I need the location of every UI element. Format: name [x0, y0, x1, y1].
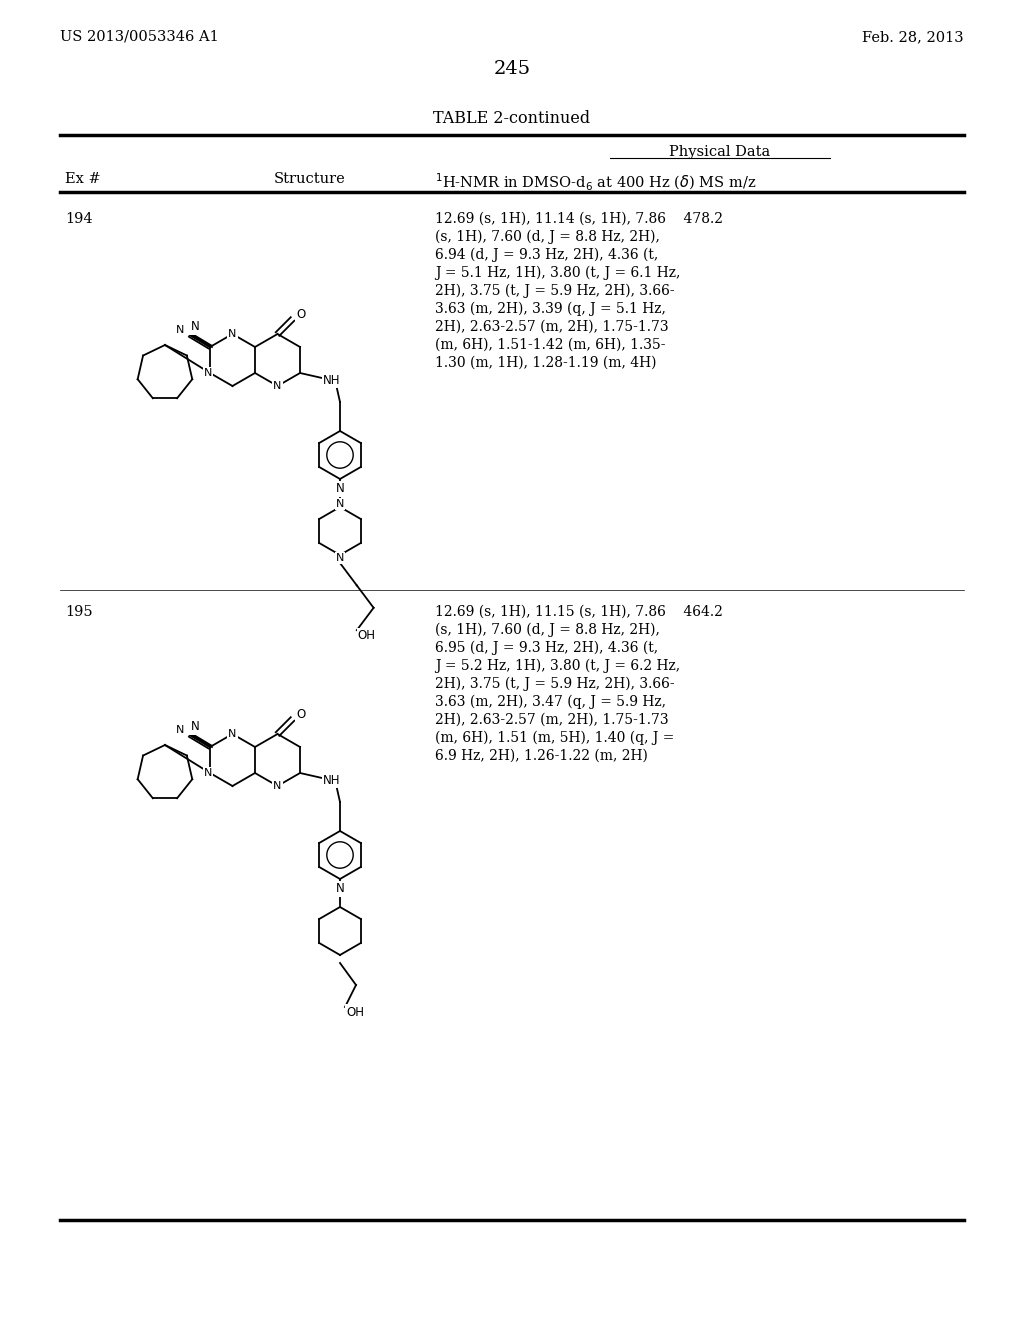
Text: N: N: [336, 553, 344, 564]
Text: 2H), 2.63-2.57 (m, 2H), 1.75-1.73: 2H), 2.63-2.57 (m, 2H), 1.75-1.73: [435, 713, 669, 727]
Text: N: N: [204, 368, 212, 378]
Text: TABLE 2-continued: TABLE 2-continued: [433, 110, 591, 127]
Text: NH: NH: [324, 774, 341, 787]
Text: (m, 6H), 1.51 (m, 5H), 1.40 (q, J =: (m, 6H), 1.51 (m, 5H), 1.40 (q, J =: [435, 731, 675, 746]
Text: O: O: [296, 708, 305, 721]
Text: N: N: [190, 321, 200, 334]
Text: 3.63 (m, 2H), 3.39 (q, J = 5.1 Hz,: 3.63 (m, 2H), 3.39 (q, J = 5.1 Hz,: [435, 302, 666, 317]
Text: 3.63 (m, 2H), 3.47 (q, J = 5.9 Hz,: 3.63 (m, 2H), 3.47 (q, J = 5.9 Hz,: [435, 696, 666, 709]
Text: US 2013/0053346 A1: US 2013/0053346 A1: [60, 30, 219, 44]
Text: 195: 195: [65, 605, 92, 619]
Text: Feb. 28, 2013: Feb. 28, 2013: [862, 30, 964, 44]
Text: OH: OH: [357, 628, 376, 642]
Text: N: N: [228, 729, 237, 739]
Text: N: N: [273, 781, 282, 791]
Text: 2H), 2.63-2.57 (m, 2H), 1.75-1.73: 2H), 2.63-2.57 (m, 2H), 1.75-1.73: [435, 319, 669, 334]
Text: (s, 1H), 7.60 (d, J = 8.8 Hz, 2H),: (s, 1H), 7.60 (d, J = 8.8 Hz, 2H),: [435, 230, 659, 244]
Text: Ex #: Ex #: [65, 172, 100, 186]
Text: N: N: [336, 483, 344, 495]
Text: N: N: [204, 768, 212, 777]
Text: N: N: [190, 721, 200, 734]
Text: 1.30 (m, 1H), 1.28-1.19 (m, 4H): 1.30 (m, 1H), 1.28-1.19 (m, 4H): [435, 356, 656, 370]
Text: 245: 245: [494, 59, 530, 78]
Text: 6.9 Hz, 2H), 1.26-1.22 (m, 2H): 6.9 Hz, 2H), 1.26-1.22 (m, 2H): [435, 748, 648, 763]
Text: J = 5.2 Hz, 1H), 3.80 (t, J = 6.2 Hz,: J = 5.2 Hz, 1H), 3.80 (t, J = 6.2 Hz,: [435, 659, 680, 673]
Text: O: O: [296, 308, 305, 321]
Text: N: N: [176, 725, 184, 735]
Text: J = 5.1 Hz, 1H), 3.80 (t, J = 6.1 Hz,: J = 5.1 Hz, 1H), 3.80 (t, J = 6.1 Hz,: [435, 267, 680, 280]
Text: 12.69 (s, 1H), 11.15 (s, 1H), 7.86    464.2: 12.69 (s, 1H), 11.15 (s, 1H), 7.86 464.2: [435, 605, 723, 619]
Text: N: N: [228, 329, 237, 339]
Text: 6.94 (d, J = 9.3 Hz, 2H), 4.36 (t,: 6.94 (d, J = 9.3 Hz, 2H), 4.36 (t,: [435, 248, 658, 263]
Text: Structure: Structure: [274, 172, 346, 186]
Text: N: N: [273, 381, 282, 391]
Text: 194: 194: [65, 213, 92, 226]
Text: $^1$H-NMR in DMSO-d$_6$ at 400 Hz ($\delta$) MS m/z: $^1$H-NMR in DMSO-d$_6$ at 400 Hz ($\del…: [435, 172, 757, 193]
Text: (m, 6H), 1.51-1.42 (m, 6H), 1.35-: (m, 6H), 1.51-1.42 (m, 6H), 1.35-: [435, 338, 666, 352]
Text: NH: NH: [324, 374, 341, 387]
Text: (s, 1H), 7.60 (d, J = 8.8 Hz, 2H),: (s, 1H), 7.60 (d, J = 8.8 Hz, 2H),: [435, 623, 659, 638]
Text: N: N: [336, 499, 344, 510]
Text: 6.95 (d, J = 9.3 Hz, 2H), 4.36 (t,: 6.95 (d, J = 9.3 Hz, 2H), 4.36 (t,: [435, 642, 658, 656]
Text: 12.69 (s, 1H), 11.14 (s, 1H), 7.86    478.2: 12.69 (s, 1H), 11.14 (s, 1H), 7.86 478.2: [435, 213, 723, 226]
Text: N: N: [176, 325, 184, 335]
Text: N: N: [336, 883, 344, 895]
Text: 2H), 3.75 (t, J = 5.9 Hz, 2H), 3.66-: 2H), 3.75 (t, J = 5.9 Hz, 2H), 3.66-: [435, 677, 675, 692]
Text: 2H), 3.75 (t, J = 5.9 Hz, 2H), 3.66-: 2H), 3.75 (t, J = 5.9 Hz, 2H), 3.66-: [435, 284, 675, 298]
Text: Physical Data: Physical Data: [670, 145, 771, 158]
Text: OH: OH: [346, 1006, 364, 1019]
